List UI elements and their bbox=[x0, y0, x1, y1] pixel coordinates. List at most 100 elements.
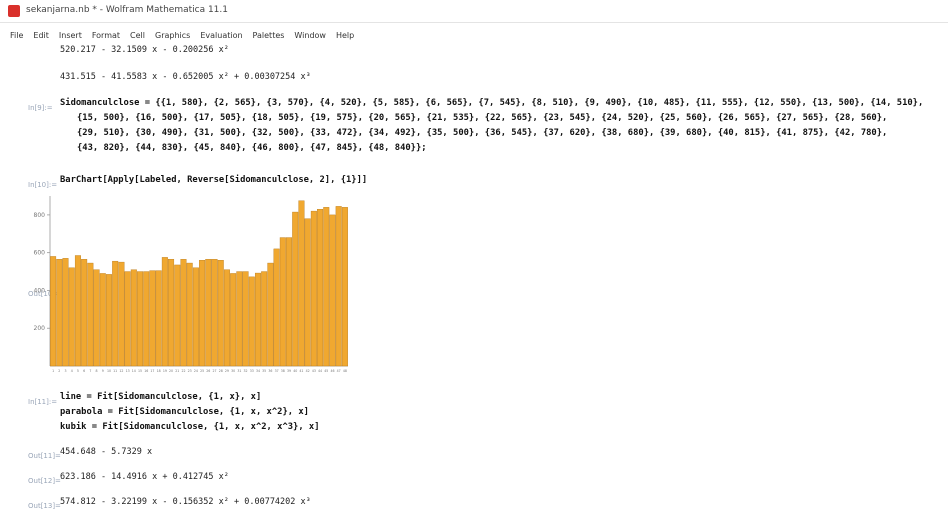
bar bbox=[168, 259, 175, 367]
x-tick-label: 13 bbox=[126, 369, 130, 373]
bar bbox=[143, 271, 150, 367]
cell-label: Out[12]= bbox=[28, 477, 61, 485]
bar bbox=[56, 259, 63, 367]
x-tick-label: 9 bbox=[102, 369, 104, 373]
cell-label: In[10]:= bbox=[28, 181, 58, 189]
bar bbox=[93, 269, 100, 367]
bar bbox=[323, 207, 330, 367]
x-tick-label: 44 bbox=[318, 369, 322, 373]
input-code: Sidomanculclose = {{1, 580}, {2, 565}, {… bbox=[60, 98, 924, 108]
x-tick-label: 32 bbox=[244, 369, 248, 373]
x-tick-label: 29 bbox=[225, 369, 229, 373]
bar bbox=[205, 259, 212, 367]
bar bbox=[261, 271, 268, 367]
cell-label: In[11]:= bbox=[28, 398, 58, 406]
x-tick-label: 2 bbox=[58, 369, 60, 373]
app-icon bbox=[8, 5, 20, 17]
x-tick-label: 46 bbox=[330, 369, 334, 373]
bar bbox=[112, 260, 119, 367]
x-tick-label: 27 bbox=[212, 369, 216, 373]
bar bbox=[155, 270, 162, 367]
menu-item[interactable]: Insert bbox=[58, 31, 82, 40]
output-text: 520.217 - 32.1509 x - 0.200256 x² bbox=[60, 45, 229, 55]
x-tick-label: 1 bbox=[52, 369, 54, 373]
input-code: BarChart[Apply[Labeled, Reverse[Sidomanc… bbox=[60, 175, 368, 185]
x-tick-label: 23 bbox=[188, 369, 192, 373]
bar bbox=[242, 271, 249, 367]
x-tick-label: 34 bbox=[256, 369, 260, 373]
x-tick-label: 22 bbox=[181, 369, 185, 373]
bar bbox=[286, 237, 293, 367]
menu-item[interactable]: Palettes bbox=[252, 31, 285, 40]
menu-item[interactable]: Format bbox=[91, 31, 121, 40]
x-tick-label: 41 bbox=[299, 369, 303, 373]
bar bbox=[236, 271, 243, 367]
menu-item[interactable]: Help bbox=[335, 31, 355, 40]
bar bbox=[137, 271, 144, 367]
bar bbox=[279, 237, 286, 367]
x-tick-label: 11 bbox=[113, 369, 117, 373]
menu-item[interactable]: Window bbox=[294, 31, 326, 40]
input-code: line = Fit[Sidomanculclose, {1, x}, x] bbox=[60, 392, 262, 402]
input-code: kubik = Fit[Sidomanculclose, {1, x, x^2,… bbox=[60, 422, 320, 432]
x-tick-label: 15 bbox=[138, 369, 142, 373]
bar bbox=[341, 207, 348, 367]
menu-item[interactable]: Edit bbox=[33, 31, 49, 40]
bar bbox=[99, 273, 106, 367]
x-tick-label: 14 bbox=[132, 369, 136, 373]
x-tick-label: 33 bbox=[250, 369, 254, 373]
bar bbox=[130, 269, 137, 367]
output-text: 454.648 - 5.7329 x bbox=[60, 447, 153, 457]
x-tick-label: 26 bbox=[206, 369, 210, 373]
x-tick-label: 21 bbox=[175, 369, 179, 373]
x-tick-label: 28 bbox=[219, 369, 223, 373]
x-tick-label: 35 bbox=[262, 369, 266, 373]
bar bbox=[199, 260, 206, 367]
x-tick-label: 8 bbox=[96, 369, 98, 373]
bar bbox=[124, 271, 131, 367]
bar bbox=[267, 262, 274, 367]
menu-item[interactable]: Graphics bbox=[155, 31, 191, 40]
x-tick-label: 5 bbox=[77, 369, 79, 373]
bar bbox=[87, 262, 94, 367]
bar bbox=[335, 206, 342, 367]
x-tick-label: 19 bbox=[163, 369, 167, 373]
x-tick-label: 38 bbox=[281, 369, 285, 373]
x-tick-label: 17 bbox=[150, 369, 154, 373]
bar bbox=[317, 209, 324, 367]
bar bbox=[81, 259, 88, 367]
bar bbox=[230, 273, 237, 367]
output-text: 431.515 - 41.5583 x - 0.652005 x² + 0.00… bbox=[60, 72, 311, 82]
menu-item[interactable]: Cell bbox=[130, 31, 145, 40]
bar bbox=[217, 260, 224, 367]
output-text: 574.812 - 3.22199 x - 0.156352 x² + 0.00… bbox=[60, 497, 311, 507]
bar bbox=[254, 272, 261, 367]
x-tick-label: 16 bbox=[144, 369, 148, 373]
bar bbox=[74, 255, 81, 367]
bar bbox=[304, 218, 311, 367]
x-tick-label: 47 bbox=[337, 369, 341, 373]
bar bbox=[298, 200, 305, 367]
x-tick-label: 30 bbox=[231, 369, 235, 373]
bar bbox=[329, 214, 336, 367]
bar bbox=[180, 259, 187, 367]
x-tick-label: 39 bbox=[287, 369, 291, 373]
input-code: parabola = Fit[Sidomanculclose, {1, x, x… bbox=[60, 407, 309, 417]
y-tick-label: 800 bbox=[34, 212, 46, 219]
menu-item[interactable]: Evaluation bbox=[200, 31, 243, 40]
bar bbox=[186, 262, 193, 367]
bar bbox=[105, 274, 112, 367]
y-tick-label: 600 bbox=[34, 250, 46, 257]
menu-item[interactable]: File bbox=[10, 31, 24, 40]
x-tick-label: 7 bbox=[89, 369, 91, 373]
bar bbox=[192, 267, 199, 367]
cell-label: Out[10]= bbox=[28, 290, 61, 298]
x-tick-label: 18 bbox=[157, 369, 161, 373]
x-tick-label: 12 bbox=[119, 369, 123, 373]
bar bbox=[161, 257, 168, 367]
x-tick-label: 42 bbox=[306, 369, 310, 373]
input-code: {15, 500}, {16, 500}, {17, 505}, {18, 50… bbox=[77, 113, 888, 123]
bar bbox=[68, 267, 75, 367]
cell-label: In[9]:= bbox=[28, 104, 53, 112]
